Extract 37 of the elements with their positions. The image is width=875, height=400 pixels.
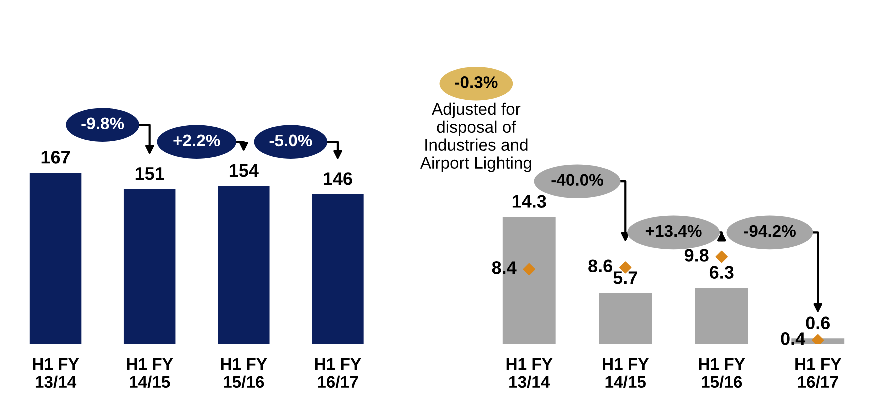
data-label: 0.4 [781,332,806,346]
text: +2.2% [174,134,220,147]
point [812,334,824,344]
text: -40.0% [552,174,604,186]
x-tick-label: H1 FY 16/17 [796,358,842,388]
point [716,250,728,264]
data-label: 5.7 [614,272,638,284]
data-label: 8.6 [588,260,612,273]
text: -9.8% [82,118,124,130]
data-label: 0.6 [806,316,830,330]
x-tick-label: H1 FY 14/15 [127,358,174,388]
bar [695,288,748,344]
data-label: 146 [324,172,352,186]
data-label: 14.3 [512,195,546,208]
x-tick-label: H1 FY 14/15 [603,358,649,388]
data-label: 154 [230,164,259,178]
point [523,263,536,276]
bar [124,189,176,344]
bar [30,172,82,344]
x-tick-label: H1 FY 16/17 [315,358,362,388]
x-tick-label: H1 FY 15/16 [699,358,746,388]
x-tick-label: H1 FY 13/14 [506,358,553,388]
text: -0.3% [455,76,498,88]
bar [312,194,364,344]
x-tick-label: H1 FY 13/14 [33,358,80,388]
data-label: 6.3 [710,266,734,279]
annotation: -94.2% [744,225,796,238]
annotation: +13.4% [646,225,702,238]
text: Adjusted for disposal of Industries and Airport Lighting [420,102,532,172]
data-label: 167 [42,151,70,164]
data-label: 8.4 [492,262,517,274]
data-label: 9.8 [684,249,709,262]
bar [599,293,652,344]
x-tick-label: H1 FY 15/16 [221,358,268,388]
data-label: 151 [136,168,164,180]
bar [218,186,270,344]
text: -5.0% [270,134,312,147]
